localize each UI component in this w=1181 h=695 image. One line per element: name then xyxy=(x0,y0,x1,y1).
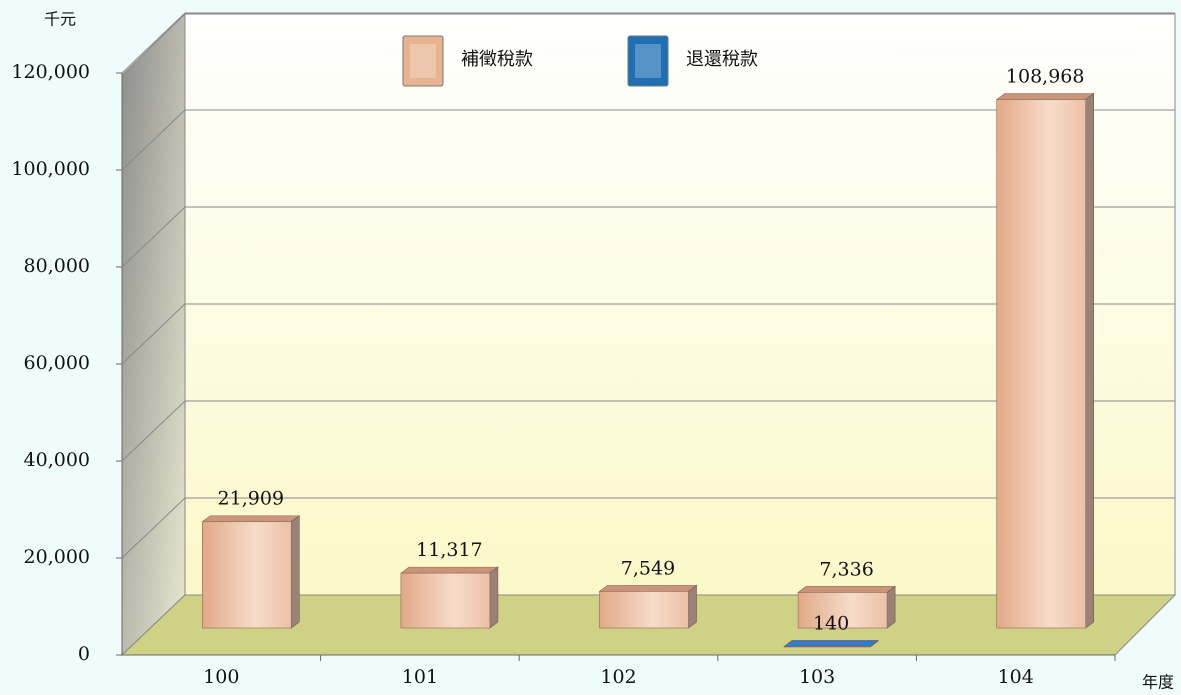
legend-swatch-inner xyxy=(635,44,661,78)
y-tick-label: 0 xyxy=(78,643,90,665)
x-tick-label: 102 xyxy=(600,666,636,688)
grid-line xyxy=(121,400,186,462)
bar xyxy=(783,646,871,648)
x-axis-label: 年度 xyxy=(1142,673,1174,692)
grid-line xyxy=(121,206,186,268)
y-tick-label: 40,000 xyxy=(24,449,90,471)
y-tick-label: 100,000 xyxy=(11,158,90,180)
bar-top xyxy=(399,566,499,574)
grid-line xyxy=(121,109,186,171)
value-label: 11,317 xyxy=(416,539,482,561)
value-label: 108,968 xyxy=(1006,66,1085,88)
bar-side xyxy=(886,585,896,629)
value-label: 140 xyxy=(813,612,849,634)
bar xyxy=(797,592,888,629)
x-tick-label: 100 xyxy=(203,666,239,688)
bar-side xyxy=(489,566,499,629)
legend-swatch-inner xyxy=(410,44,436,78)
bar-top xyxy=(598,585,698,592)
value-label: 21,909 xyxy=(218,488,284,510)
value-label: 7,549 xyxy=(621,557,675,579)
legend-label: 退還稅款 xyxy=(686,49,758,70)
grid-line xyxy=(121,12,186,74)
legend-label: 補徵稅款 xyxy=(461,49,533,70)
legend-swatch xyxy=(627,35,669,87)
bar-top xyxy=(783,640,879,647)
y-tick-label: 80,000 xyxy=(24,255,90,277)
x-tick-label: 103 xyxy=(799,666,835,688)
bar xyxy=(400,572,491,629)
y-tick-label: 120,000 xyxy=(11,61,90,83)
bar xyxy=(996,99,1087,629)
bar-top xyxy=(201,515,301,523)
y-unit: 千元 xyxy=(44,10,76,29)
grid-line xyxy=(121,497,186,559)
bar xyxy=(202,521,292,629)
bar-side xyxy=(688,584,697,629)
legend-swatch xyxy=(402,35,444,87)
bar-top xyxy=(797,586,896,593)
grid-line xyxy=(121,303,186,365)
value-label: 7,336 xyxy=(819,558,873,580)
y-tick-label: 20,000 xyxy=(24,546,90,568)
x-tick-label: 101 xyxy=(402,666,438,688)
bar-top xyxy=(995,93,1095,100)
bar-side xyxy=(290,515,300,629)
x-tick-label: 104 xyxy=(998,666,1034,688)
bar-side xyxy=(1085,92,1094,629)
bar xyxy=(599,591,689,629)
y-tick-label: 60,000 xyxy=(24,352,90,374)
